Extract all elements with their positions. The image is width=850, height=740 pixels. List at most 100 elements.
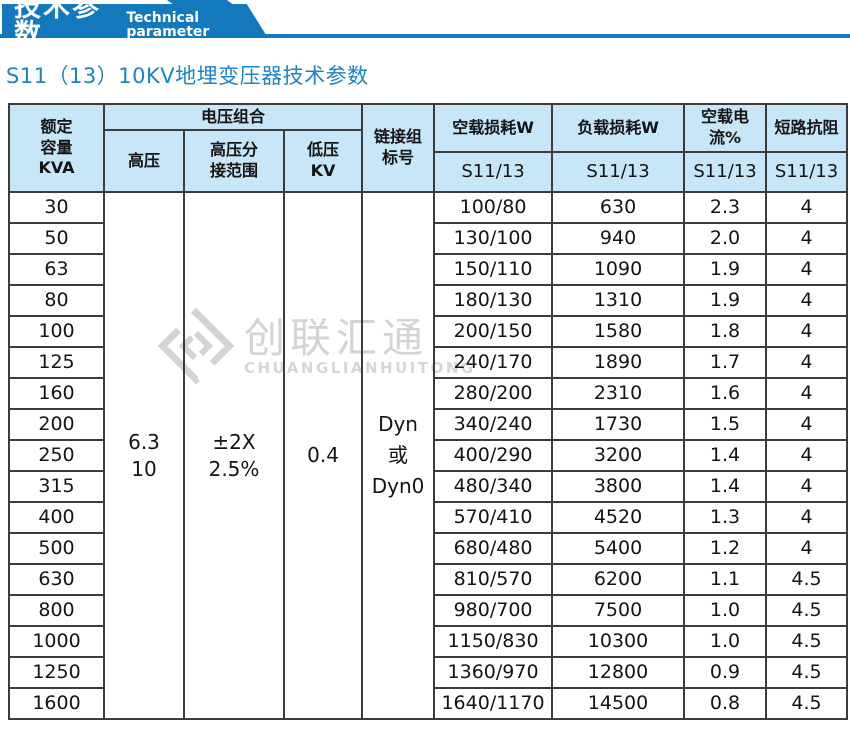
table-row: 630 810/570 6200 1.1 4.5 <box>8 563 849 596</box>
cell-no-load-loss: 480/340 <box>433 470 554 503</box>
cell-no-load-current: 1.1 <box>683 563 768 596</box>
cell-impedance: 4 <box>765 377 849 410</box>
cell-kva: 1000 <box>8 625 105 658</box>
cell-kva: 630 <box>8 563 105 596</box>
table-row: 500 680/480 5400 1.2 4 <box>8 532 849 565</box>
col-header-hv: 高压 <box>103 129 185 193</box>
cell-load-loss: 1310 <box>551 284 686 317</box>
cell-kva: 80 <box>8 284 105 317</box>
cell-load-loss: 14500 <box>551 687 686 720</box>
cell-no-load-loss: 280/200 <box>433 377 554 410</box>
cell-impedance: 4 <box>765 191 849 224</box>
cell-load-loss: 1090 <box>551 253 686 286</box>
cell-impedance: 4.5 <box>765 656 849 689</box>
cell-load-loss: 12800 <box>551 656 686 689</box>
cell-impedance: 4 <box>765 501 849 534</box>
cell-no-load-loss: 1150/830 <box>433 625 554 658</box>
cell-no-load-current: 1.5 <box>683 408 768 441</box>
cell-kva: 400 <box>8 501 105 534</box>
cell-load-loss: 4520 <box>551 501 686 534</box>
cell-load-loss: 1730 <box>551 408 686 441</box>
table-row: 125 240/170 1890 1.7 4 <box>8 346 849 379</box>
table-row: 800 980/700 7500 1.0 4.5 <box>8 594 849 627</box>
page-header-ribbon: 技术参数 Technical parameter <box>0 0 850 40</box>
col-header-impedance: 短路抗阻 <box>765 103 849 153</box>
table-row: 50 130/100 940 2.0 4 <box>8 222 849 255</box>
cell-kva: 800 <box>8 594 105 627</box>
cell-impedance: 4 <box>765 408 849 441</box>
cell-no-load-current: 1.8 <box>683 315 768 348</box>
cell-load-loss: 2310 <box>551 377 686 410</box>
cell-kva: 63 <box>8 253 105 286</box>
cell-no-load-loss: 1640/1170 <box>433 687 554 720</box>
cell-no-load-current: 1.2 <box>683 532 768 565</box>
cell-kva: 100 <box>8 315 105 348</box>
cell-no-load-loss: 180/130 <box>433 284 554 317</box>
cell-no-load-current: 1.0 <box>683 625 768 658</box>
table-row: 30 6.3 10 ±2X 2.5% 0.4 Dyn 或 Dyn0 100/80… <box>8 191 849 720</box>
ribbon-tab: 技术参数 Technical parameter <box>2 4 268 38</box>
cell-no-load-loss: 340/240 <box>433 408 554 441</box>
cell-load-loss: 3800 <box>551 470 686 503</box>
subheader-impedance-model: S11/13 <box>765 151 849 193</box>
cell-no-load-current: 1.4 <box>683 470 768 503</box>
cell-impedance: 4 <box>765 253 849 286</box>
cell-load-loss: 5400 <box>551 532 686 565</box>
cell-kva: 30 <box>8 191 105 224</box>
table-row: 63 150/110 1090 1.9 4 <box>8 253 849 286</box>
cell-impedance: 4 <box>765 532 849 565</box>
cell-no-load-loss: 240/170 <box>433 346 554 379</box>
cell-no-load-current: 1.3 <box>683 501 768 534</box>
cell-no-load-current: 1.6 <box>683 377 768 410</box>
cell-kva: 500 <box>8 532 105 565</box>
col-header-capacity: 额定 容量 KVA <box>8 103 105 193</box>
cell-no-load-loss: 570/410 <box>433 501 554 534</box>
cell-load-loss: 940 <box>551 222 686 255</box>
subheader-load-loss-model: S11/13 <box>551 151 686 193</box>
col-header-lv: 低压 KV <box>282 129 364 193</box>
spec-table-area: 创联汇通 CHUANGLIANHUITONG 额定 容量 KVA 电压组合 链接… <box>8 103 849 720</box>
cell-impedance: 4.5 <box>765 687 849 720</box>
cell-lv-merged: 0.4 <box>282 191 364 720</box>
table-row: 1000 1150/830 10300 1.0 4.5 <box>8 625 849 658</box>
table-row: 80 180/130 1310 1.9 4 <box>8 284 849 317</box>
cell-no-load-loss: 810/570 <box>433 563 554 596</box>
cell-no-load-loss: 980/700 <box>433 594 554 627</box>
cell-no-load-current: 1.9 <box>683 284 768 317</box>
cell-load-loss: 3200 <box>551 439 686 472</box>
col-header-voltage-group: 电压组合 <box>102 103 364 131</box>
cell-kva: 250 <box>8 439 105 472</box>
cell-kva: 315 <box>8 470 105 503</box>
cell-load-loss: 1580 <box>551 315 686 348</box>
parameters-table: 额定 容量 KVA 电压组合 链接组 标号 空载损耗W 负载损耗W 空载电流% … <box>8 103 849 720</box>
cell-no-load-current: 1.4 <box>683 439 768 472</box>
page-title: 技术参数 <box>14 0 101 50</box>
col-header-load-loss: 负载损耗W <box>551 103 686 153</box>
cell-no-load-loss: 200/150 <box>433 315 554 348</box>
cell-kva: 200 <box>8 408 105 441</box>
table-row: 100 200/150 1580 1.8 4 <box>8 315 849 348</box>
subheader-no-load-current-model: S11/13 <box>683 151 768 193</box>
table-row: 1250 1360/970 12800 0.9 4.5 <box>8 656 849 689</box>
cell-vector-merged: Dyn 或 Dyn0 <box>361 191 436 720</box>
cell-no-load-loss: 1360/970 <box>433 656 554 689</box>
cell-no-load-loss: 100/80 <box>433 191 554 224</box>
cell-no-load-current: 1.0 <box>683 594 768 627</box>
col-header-no-load-loss: 空载损耗W <box>433 103 554 153</box>
cell-hv-tap-merged: ±2X 2.5% <box>183 191 285 720</box>
subheader-no-load-loss-model: S11/13 <box>433 151 554 193</box>
col-header-hv-tap: 高压分 接范围 <box>183 129 285 193</box>
ribbon-underline <box>0 34 850 38</box>
cell-kva: 125 <box>8 346 105 379</box>
cell-load-loss: 1890 <box>551 346 686 379</box>
cell-kva: 1250 <box>8 656 105 689</box>
table-row: 315 480/340 3800 1.4 4 <box>8 470 849 503</box>
table-row: 160 280/200 2310 1.6 4 <box>8 377 849 410</box>
cell-impedance: 4 <box>765 470 849 503</box>
cell-impedance: 4.5 <box>765 563 849 596</box>
table-row: 200 340/240 1730 1.5 4 <box>8 408 849 441</box>
cell-no-load-loss: 400/290 <box>433 439 554 472</box>
cell-impedance: 4.5 <box>765 625 849 658</box>
cell-load-loss: 10300 <box>551 625 686 658</box>
cell-no-load-loss: 680/480 <box>433 532 554 565</box>
